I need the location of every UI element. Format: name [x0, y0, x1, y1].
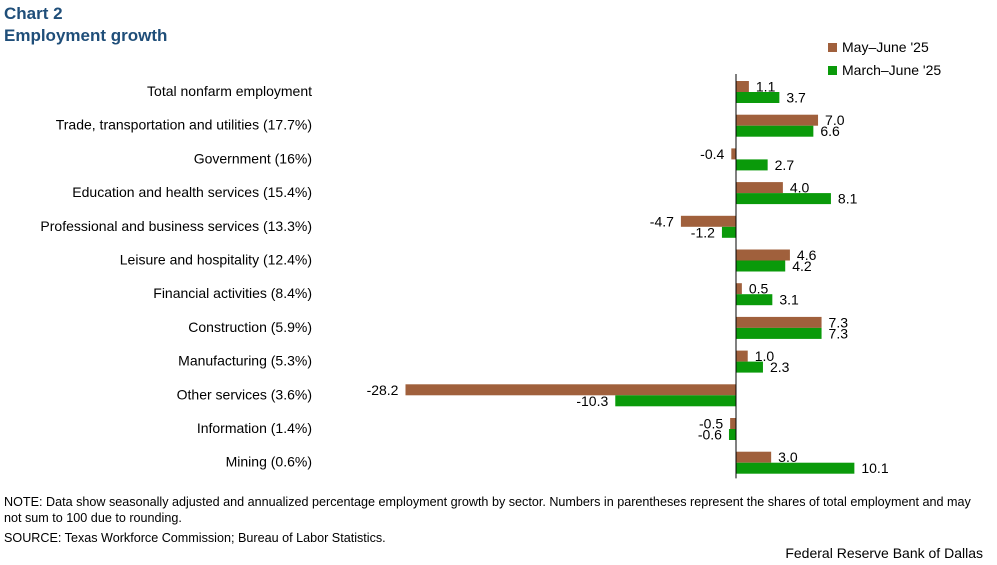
bar — [728, 429, 736, 440]
data-label: 4.2 — [792, 258, 812, 274]
data-label: 7.3 — [829, 325, 849, 341]
category-axis: Total nonfarm employment Trade, transport… — [40, 83, 312, 470]
bar — [736, 193, 831, 205]
legend: May–June '25 March–June '25 — [828, 39, 941, 78]
bar — [736, 327, 822, 339]
data-label: 1.1 — [756, 79, 776, 95]
data-label: 2.3 — [770, 359, 790, 375]
data-label: 10.1 — [861, 460, 888, 476]
data-label: -0.5 — [699, 416, 723, 432]
category-label: Mining (0.6%) — [226, 454, 312, 470]
category-label: Trade, transportation and utilities (17.… — [56, 117, 312, 133]
data-label: 2.7 — [775, 157, 795, 173]
bar — [736, 159, 768, 171]
bar — [736, 249, 790, 261]
legend-label: March–June '25 — [842, 62, 941, 78]
bar — [736, 294, 773, 306]
data-label: 6.6 — [820, 123, 840, 139]
data-label: 7.0 — [825, 112, 845, 128]
bar — [731, 148, 736, 160]
category-label: Other services (3.6%) — [177, 386, 312, 402]
bar — [680, 215, 736, 227]
category-label: Education and health services (15.4%) — [72, 184, 312, 200]
data-label: 8.1 — [838, 191, 858, 207]
bar — [615, 395, 736, 407]
bar — [736, 81, 749, 92]
data-label: -1.2 — [691, 224, 715, 240]
category-label: Leisure and hospitality (12.4%) — [120, 252, 312, 268]
data-label: -28.2 — [367, 382, 399, 398]
note-text: NOTE: Data show seasonally adjusted and … — [4, 495, 971, 525]
category-label: Information (1.4%) — [197, 420, 312, 436]
data-label: -10.3 — [576, 393, 608, 409]
data-label: 4.6 — [797, 247, 817, 263]
bar — [736, 182, 783, 194]
category-label: Government (16%) — [194, 150, 312, 166]
data-label: 1.0 — [755, 348, 775, 364]
bar-chart: May–June '25 March–June '25 Total nonfarm… — [40, 39, 941, 479]
category-label: Manufacturing (5.3%) — [178, 353, 312, 369]
bar — [736, 316, 822, 328]
data-label: -0.4 — [700, 146, 724, 162]
source-text: SOURCE: Texas Workforce Commission; Bure… — [4, 531, 386, 545]
data-label: 3.1 — [779, 292, 799, 308]
data-label: -4.7 — [650, 213, 674, 229]
bar — [736, 260, 786, 272]
bar — [736, 451, 772, 463]
chart-title: Chart 2 — [4, 4, 63, 23]
data-label: 4.0 — [790, 180, 810, 196]
bar — [736, 462, 855, 474]
data-label: 3.0 — [778, 449, 798, 465]
bar — [736, 350, 748, 362]
bar — [730, 418, 736, 429]
bar — [405, 384, 736, 396]
data-label: -0.6 — [698, 427, 722, 443]
bar — [736, 361, 763, 373]
legend-label: May–June '25 — [842, 39, 929, 55]
bar — [736, 114, 819, 126]
chart-subtitle: Employment growth — [4, 26, 168, 45]
credit-text: Federal Reserve Bank of Dallas — [785, 545, 983, 561]
data-label: 7.3 — [829, 314, 849, 330]
category-label: Financial activities (8.4%) — [153, 285, 312, 301]
bar — [721, 226, 736, 238]
bar — [736, 92, 780, 103]
data-label: 3.7 — [786, 90, 806, 106]
category-label: Professional and business services (13.3… — [40, 218, 312, 234]
category-label: Construction (5.9%) — [188, 319, 312, 335]
bar — [736, 283, 742, 295]
legend-swatch — [828, 43, 837, 52]
bar — [736, 125, 814, 137]
category-label: Total nonfarm employment — [147, 83, 312, 99]
bars — [405, 81, 855, 474]
data-labels: 1.1 7.0 -0.4 4.0 -4.7 4.6 0.5 7.3 1.0 -28.2 -0.5 3.… — [367, 79, 889, 477]
data-label: 0.5 — [749, 281, 769, 297]
legend-swatch — [828, 66, 837, 75]
